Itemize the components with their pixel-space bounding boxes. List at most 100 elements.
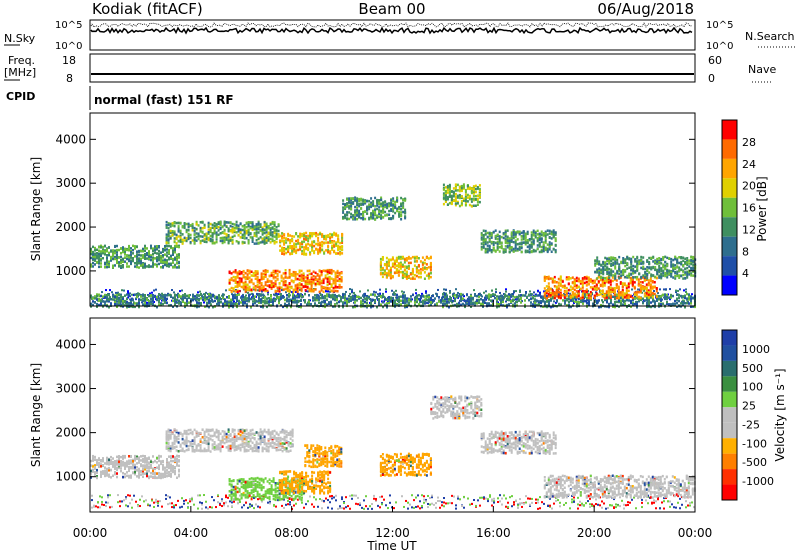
noise-cell bbox=[285, 291, 287, 294]
data-cell bbox=[264, 283, 267, 287]
data-cell bbox=[476, 186, 479, 189]
data-cell bbox=[239, 228, 242, 231]
data-cell bbox=[650, 305, 652, 309]
data-cell bbox=[344, 207, 347, 210]
data-cell bbox=[166, 301, 168, 305]
data-cell bbox=[484, 298, 486, 301]
data-cell bbox=[356, 209, 359, 213]
data-cell bbox=[126, 248, 128, 252]
data-cell bbox=[407, 275, 410, 279]
data-cell bbox=[339, 251, 342, 255]
data-cell bbox=[304, 282, 307, 285]
data-cell bbox=[278, 301, 280, 305]
data-cell bbox=[325, 241, 328, 244]
data-cell bbox=[492, 294, 494, 297]
data-cell bbox=[442, 295, 444, 299]
data-cell bbox=[134, 305, 136, 309]
nsky-panel-frame bbox=[89, 19, 696, 51]
data-cell bbox=[287, 238, 290, 241]
data-cell bbox=[366, 295, 368, 298]
data-cell bbox=[282, 281, 285, 285]
data-cell bbox=[235, 220, 238, 224]
data-cell bbox=[488, 294, 490, 298]
data-cell bbox=[262, 300, 264, 303]
data-cell bbox=[429, 263, 432, 267]
data-cell bbox=[494, 234, 497, 238]
data-cell bbox=[496, 237, 499, 241]
data-cell bbox=[382, 305, 384, 309]
data-cell bbox=[462, 293, 464, 297]
data-cell bbox=[428, 298, 430, 301]
data-cell bbox=[207, 225, 210, 228]
data-cell bbox=[238, 282, 241, 285]
data-cell bbox=[238, 272, 241, 276]
data-cell bbox=[337, 237, 340, 241]
data-cell bbox=[232, 279, 235, 282]
data-cell bbox=[130, 253, 132, 257]
data-cell bbox=[175, 233, 178, 237]
data-cell bbox=[238, 270, 241, 273]
data-cell bbox=[446, 301, 448, 305]
data-cell bbox=[301, 242, 304, 246]
data-cell bbox=[251, 236, 254, 239]
data-cell bbox=[600, 304, 602, 307]
data-cell bbox=[520, 246, 523, 250]
data-cell bbox=[293, 245, 296, 249]
data-cell bbox=[354, 205, 357, 209]
data-cell bbox=[264, 288, 267, 291]
data-cell bbox=[383, 271, 386, 275]
data-cell bbox=[424, 298, 426, 301]
data-cell bbox=[104, 293, 106, 297]
data-cell bbox=[142, 297, 144, 300]
data-cell bbox=[318, 277, 321, 281]
data-cell bbox=[132, 257, 134, 260]
data-cell bbox=[273, 235, 276, 238]
data-cell bbox=[328, 278, 331, 281]
data-cell bbox=[191, 224, 194, 228]
data-cell bbox=[248, 294, 250, 297]
data-cell bbox=[415, 269, 418, 272]
data-cell bbox=[251, 225, 254, 228]
data-cell bbox=[261, 226, 264, 229]
data-cell bbox=[231, 229, 234, 233]
data-cell bbox=[267, 225, 270, 228]
data-cell bbox=[201, 227, 204, 230]
data-cell bbox=[323, 252, 326, 255]
data-cell bbox=[688, 302, 690, 305]
noise-cell bbox=[127, 290, 129, 293]
noise-cell bbox=[385, 288, 387, 291]
data-cell bbox=[211, 226, 214, 229]
data-cell bbox=[488, 293, 490, 296]
data-cell bbox=[672, 302, 674, 306]
data-cell bbox=[304, 289, 307, 292]
data-cell bbox=[444, 296, 446, 299]
data-cell bbox=[174, 256, 176, 259]
data-cell bbox=[265, 236, 268, 240]
data-cell bbox=[310, 272, 313, 275]
data-cell bbox=[508, 246, 511, 249]
data-cell bbox=[324, 287, 327, 291]
data-cell bbox=[166, 259, 168, 262]
data-cell bbox=[280, 297, 282, 300]
data-cell bbox=[333, 233, 336, 236]
data-cell bbox=[207, 231, 210, 234]
data-cell bbox=[385, 266, 388, 270]
data-cell bbox=[100, 252, 102, 256]
data-cell bbox=[189, 241, 192, 244]
data-cell bbox=[261, 237, 264, 241]
noise-cell bbox=[631, 288, 633, 291]
data-cell bbox=[305, 246, 308, 250]
data-cell bbox=[388, 298, 390, 301]
data-cell bbox=[342, 303, 344, 306]
data-cell bbox=[344, 298, 346, 302]
data-cell bbox=[309, 235, 312, 238]
data-cell bbox=[486, 241, 489, 244]
data-cell bbox=[140, 298, 142, 301]
data-cell bbox=[508, 295, 510, 299]
data-cell bbox=[245, 222, 248, 225]
data-cell bbox=[246, 269, 249, 272]
data-cell bbox=[313, 232, 316, 235]
data-cell bbox=[472, 302, 474, 306]
data-cell bbox=[207, 237, 210, 240]
